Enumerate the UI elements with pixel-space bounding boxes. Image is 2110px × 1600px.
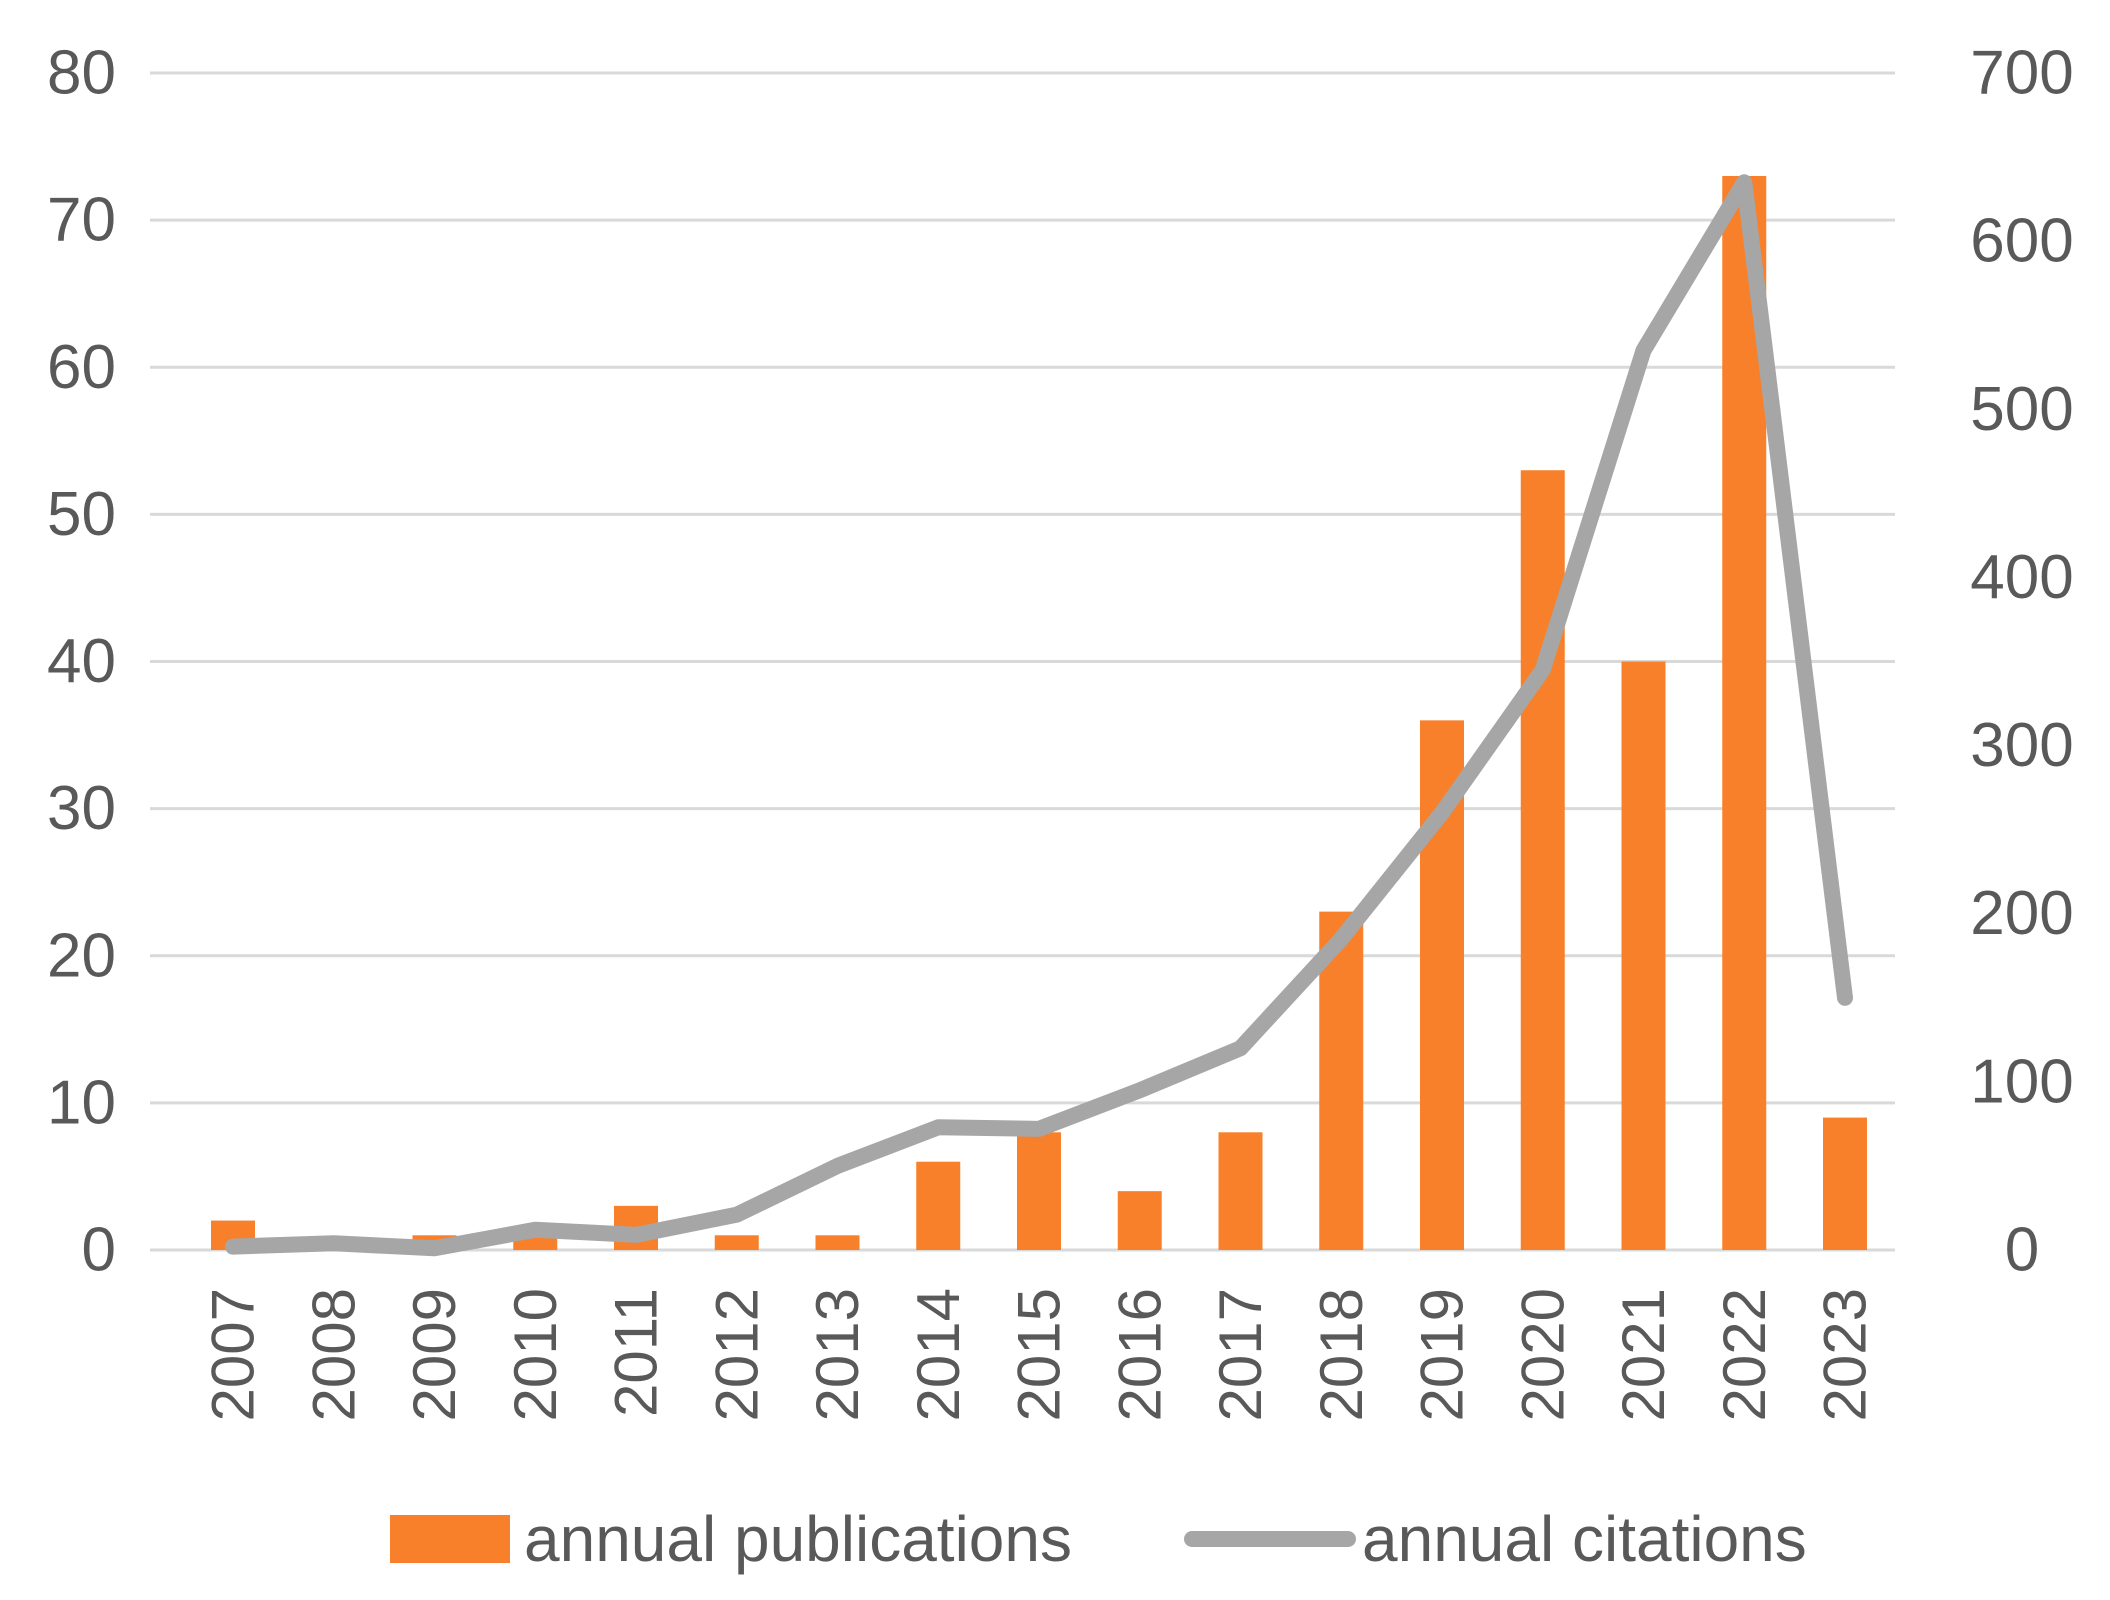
bar-2023	[1823, 1117, 1867, 1250]
x-label-2007: 2007	[200, 1288, 267, 1421]
bar-2014	[916, 1161, 961, 1250]
left-axis-tick-labels: 0 10 20 30 40 50 60 70 80	[47, 39, 116, 1285]
bar-2020	[1520, 470, 1565, 1250]
x-label-2019: 2019	[1409, 1288, 1476, 1421]
left-tick-70: 70	[47, 186, 116, 255]
x-label-2018: 2018	[1308, 1288, 1375, 1421]
x-label-2017: 2017	[1207, 1288, 1274, 1421]
right-tick-600: 600	[1970, 207, 2073, 276]
bar-2012	[714, 1235, 759, 1250]
right-axis-tick-labels: 0 100 200 300 400 500 600 700	[1970, 39, 2073, 1285]
right-tick-300: 300	[1970, 711, 2073, 780]
gridlines	[150, 71, 1895, 1252]
left-tick-60: 60	[47, 333, 116, 402]
right-tick-200: 200	[1970, 879, 2073, 948]
left-tick-40: 40	[47, 627, 116, 696]
x-axis-year-labels: 2007 2008 2009 2010 2011 2012 2013 2014 2015 2016…	[200, 1288, 1879, 1421]
left-tick-80: 80	[47, 39, 116, 108]
x-label-2010: 2010	[502, 1288, 569, 1421]
x-label-2023: 2023	[1812, 1288, 1879, 1421]
x-label-2011: 2011	[603, 1288, 670, 1417]
left-tick-0: 0	[82, 1216, 116, 1285]
bar-2016	[1117, 1191, 1162, 1250]
bar-2018	[1319, 911, 1364, 1250]
legend-publications-swatch	[390, 1515, 510, 1563]
legend-publications-label: annual publications	[524, 1503, 1072, 1575]
x-label-2012: 2012	[703, 1288, 770, 1421]
x-label-2021: 2021	[1610, 1288, 1677, 1421]
right-tick-0: 0	[2005, 1216, 2039, 1285]
x-label-2020: 2020	[1509, 1288, 1576, 1421]
x-label-2008: 2008	[300, 1288, 367, 1421]
bar-2015	[1017, 1132, 1061, 1250]
x-label-2014: 2014	[905, 1288, 972, 1421]
x-label-2015: 2015	[1006, 1288, 1073, 1421]
bar-2017	[1218, 1132, 1263, 1250]
right-tick-100: 100	[1970, 1047, 2073, 1116]
citations-line	[225, 174, 1853, 1257]
publications-bars	[211, 175, 1867, 1250]
left-tick-10: 10	[47, 1068, 116, 1137]
x-label-2016: 2016	[1106, 1288, 1173, 1421]
right-tick-700: 700	[1970, 39, 2073, 108]
left-tick-30: 30	[47, 774, 116, 843]
left-tick-20: 20	[47, 921, 116, 990]
x-label-2009: 2009	[401, 1288, 468, 1421]
legend: annual publications annual citations	[390, 1503, 1807, 1575]
x-label-2013: 2013	[804, 1288, 871, 1421]
x-label-2022: 2022	[1711, 1288, 1778, 1421]
bar-2021	[1621, 661, 1666, 1250]
left-tick-50: 50	[47, 480, 116, 549]
bar-2013	[815, 1235, 860, 1250]
right-tick-500: 500	[1970, 375, 2073, 444]
right-tick-400: 400	[1970, 543, 2073, 612]
legend-citations-label: annual citations	[1362, 1503, 1807, 1575]
